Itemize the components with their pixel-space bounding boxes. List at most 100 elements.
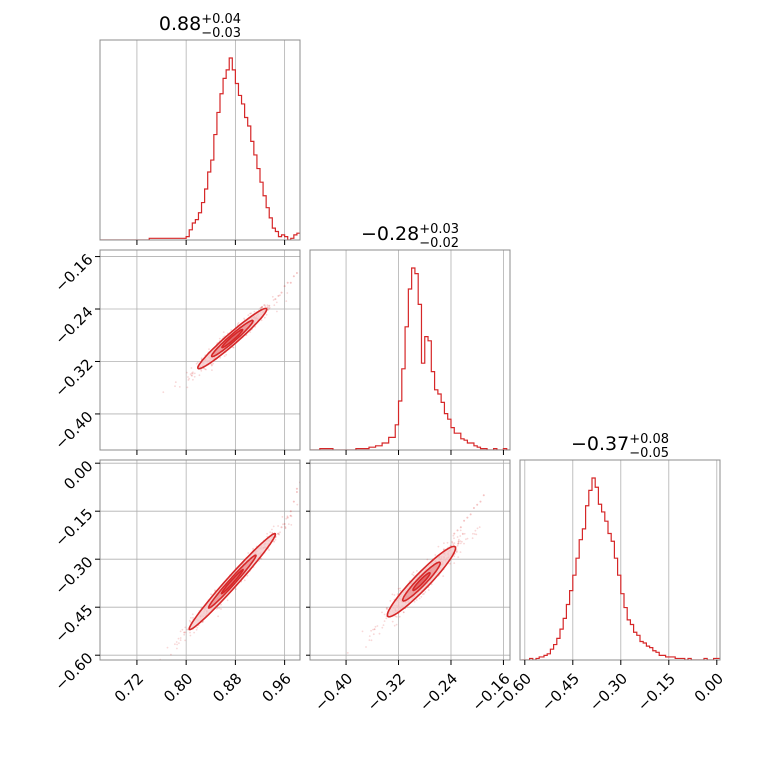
tail-point xyxy=(453,532,456,535)
sample-point xyxy=(269,531,272,534)
tail-point xyxy=(280,291,283,294)
sample-point xyxy=(263,304,266,306)
sample-point xyxy=(253,310,256,313)
panel-frame-2-1 xyxy=(309,459,511,661)
tail-point xyxy=(292,500,295,503)
sample-point xyxy=(220,603,222,606)
tail-point xyxy=(476,503,479,506)
panel-content-0-0 xyxy=(100,57,300,240)
sample-point xyxy=(243,579,246,582)
sample-point xyxy=(459,540,462,542)
sample-point xyxy=(412,574,415,577)
y-tick-label-1-0: −0.16 xyxy=(51,250,96,295)
sample-point xyxy=(190,372,193,375)
sample-point xyxy=(381,611,383,614)
panel-content-2-0 xyxy=(157,481,300,662)
sample-point xyxy=(268,307,270,310)
sample-point xyxy=(453,555,456,558)
sample-point xyxy=(174,385,176,388)
sample-point xyxy=(386,607,388,609)
sample-point xyxy=(402,611,405,614)
sample-point xyxy=(195,362,198,365)
y-tick-label-1-1: −0.24 xyxy=(51,303,96,348)
sample-point xyxy=(273,304,276,307)
sample-point xyxy=(456,536,459,538)
sample-point xyxy=(189,634,192,637)
sample-point xyxy=(196,361,199,364)
histogram-0 xyxy=(100,57,300,240)
sample-point xyxy=(189,621,192,623)
sample-point xyxy=(413,600,416,603)
sample-point xyxy=(282,523,284,526)
sample-point xyxy=(263,316,266,319)
sample-point xyxy=(187,379,190,381)
sample-point xyxy=(459,529,462,532)
sample-point xyxy=(157,660,159,662)
sample-point xyxy=(236,323,239,325)
sample-point xyxy=(204,368,207,371)
sample-point xyxy=(260,319,263,322)
sample-point xyxy=(184,626,187,629)
sample-point xyxy=(399,589,402,592)
sample-point xyxy=(457,540,460,543)
sample-point xyxy=(478,526,481,528)
sample-point xyxy=(402,611,405,614)
sample-point xyxy=(175,641,178,643)
sample-point xyxy=(361,630,364,633)
sample-point xyxy=(246,574,249,577)
sample-point xyxy=(430,583,433,586)
panel-2-2 xyxy=(519,459,721,665)
sample-point xyxy=(389,600,392,602)
sample-point xyxy=(266,304,269,307)
sample-point xyxy=(284,527,287,530)
sample-point xyxy=(249,331,252,333)
sample-point xyxy=(178,642,180,644)
sample-point xyxy=(370,629,372,632)
sample-point xyxy=(223,355,226,357)
sample-point xyxy=(252,547,255,550)
sample-point xyxy=(457,542,460,545)
sample-point xyxy=(198,374,201,377)
sample-point xyxy=(393,594,396,596)
contour-2-1-2 xyxy=(412,571,431,592)
sample-point xyxy=(260,306,263,309)
sample-point xyxy=(397,587,400,590)
title-upper-1: +0.03 xyxy=(419,222,459,237)
sample-point xyxy=(183,633,186,636)
sample-point xyxy=(378,632,381,635)
sample-point xyxy=(210,593,212,596)
sample-point xyxy=(170,653,172,656)
panel-frame-2-0 xyxy=(99,459,301,661)
sample-point xyxy=(373,628,376,631)
title-median-2: −0.37 xyxy=(571,433,629,455)
sample-point xyxy=(457,540,460,543)
sample-point xyxy=(192,616,194,619)
tail-point xyxy=(292,275,295,278)
title-2: −0.37+0.08 xyxy=(571,432,669,455)
y-tick-label-1-3: −0.40 xyxy=(51,408,96,453)
sample-point xyxy=(192,371,194,374)
sample-point xyxy=(278,533,280,536)
sample-point xyxy=(220,608,222,610)
sample-point xyxy=(275,301,278,304)
sample-point xyxy=(420,595,423,598)
title-median-0: 0.88 xyxy=(159,13,201,35)
sample-point xyxy=(374,625,377,628)
x-tick-label-0-3: 0.96 xyxy=(259,670,295,706)
sample-point xyxy=(208,348,210,350)
title-lower-0: −0.03 xyxy=(201,26,241,41)
sample-point xyxy=(461,540,463,543)
sample-point xyxy=(247,552,250,554)
tail-point xyxy=(472,507,475,509)
panel-1-1 xyxy=(309,249,511,455)
y-tick-label-1-2: −0.32 xyxy=(51,355,96,400)
sample-point xyxy=(279,294,281,297)
sample-point xyxy=(186,386,189,389)
sample-point xyxy=(200,357,203,360)
sample-point xyxy=(263,304,265,306)
sample-point xyxy=(453,562,456,564)
tail-point xyxy=(283,285,286,288)
sample-point xyxy=(286,292,289,294)
sample-point xyxy=(276,310,278,313)
